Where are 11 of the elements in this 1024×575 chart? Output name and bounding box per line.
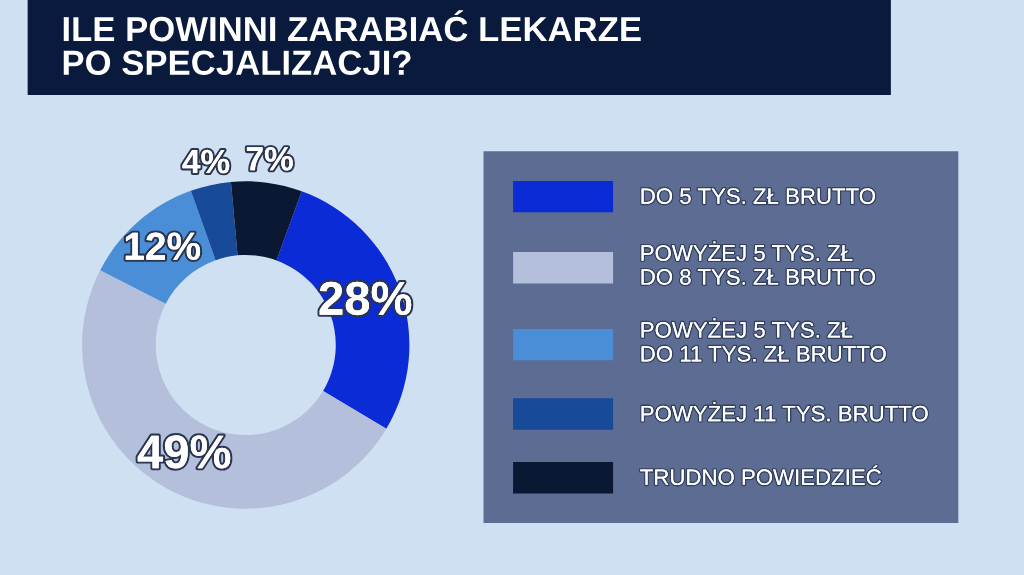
data-label: 12% [125,232,201,260]
data-label: 4% [182,149,230,174]
legend-label: POWYŻEJ 5 TYS. ZŁ DO 8 TYS. ZŁ BRUTTO [641,241,875,285]
legend-label: DO 5 TYS. ZŁ BRUTTO [641,188,875,204]
legend-label: TRUDNO POWIEDZIEĆ [640,465,881,486]
data-label: 49% [137,435,231,469]
donut-slice [230,181,302,261]
chart-title: ILE POWINNI ZARABIAĆ LEKARZE PO SPECJALIZACJI? [63,10,641,76]
legend-label: POWYŻEJ 5 TYS. ZŁ DO 11 TYS. ZŁ BRUTTO [641,318,886,362]
legend-label: POWYŻEJ 11 TYS. BRUTTO [641,401,928,422]
data-label: 7% [246,147,293,171]
